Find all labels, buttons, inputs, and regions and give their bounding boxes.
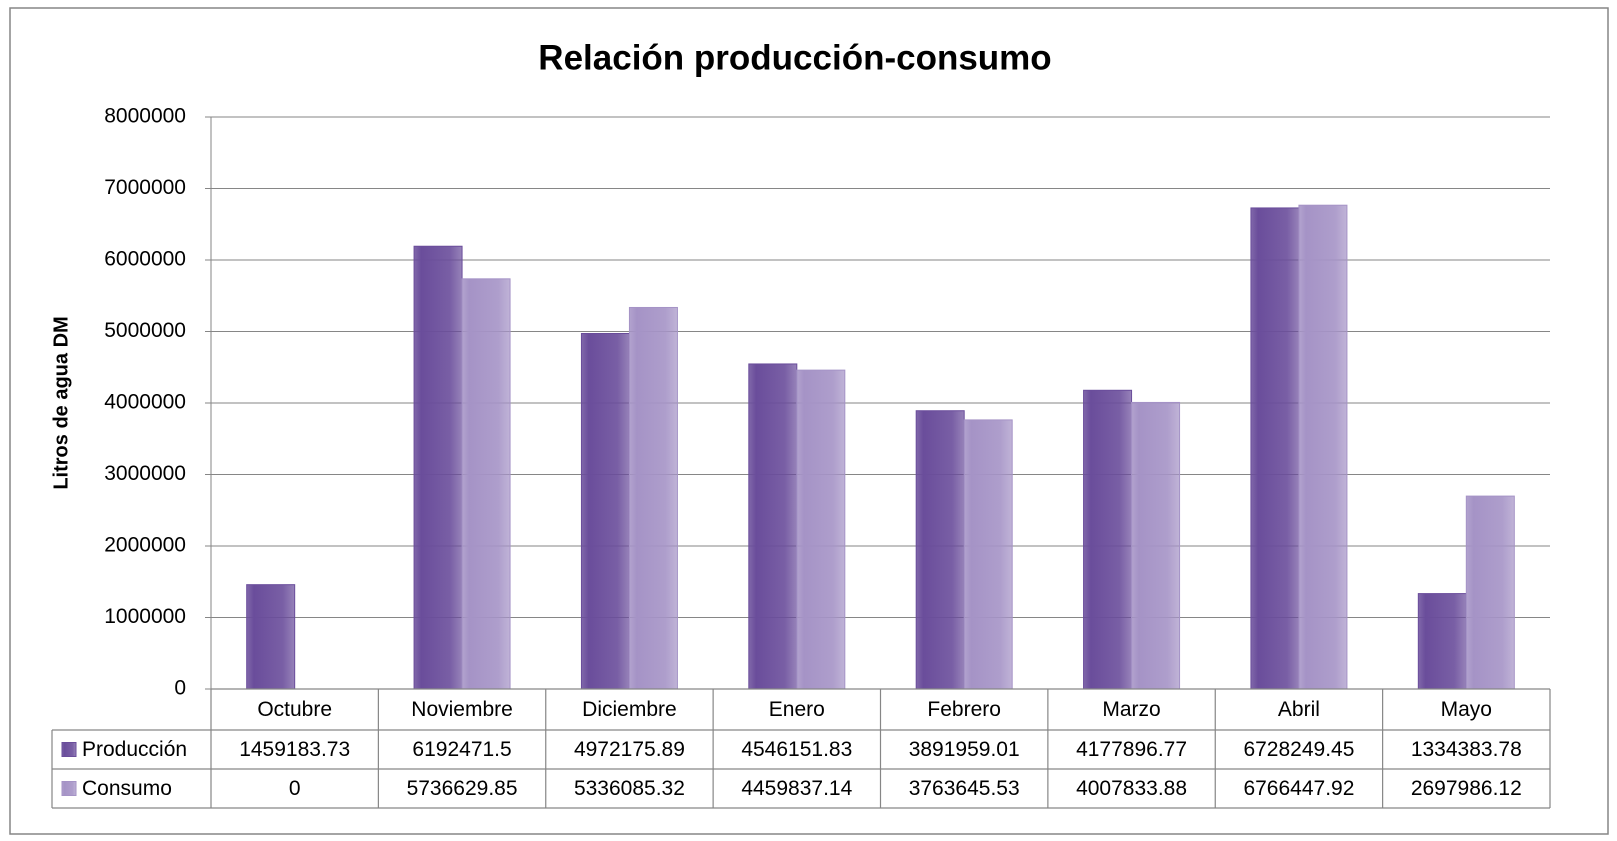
x-tick-label: Noviembre bbox=[411, 698, 513, 721]
chart-title: Relación producción-consumo bbox=[538, 38, 1051, 77]
table-value: 3763645.53 bbox=[909, 777, 1020, 800]
bar bbox=[963, 419, 1013, 690]
x-tick-label: Mayo bbox=[1441, 698, 1492, 721]
x-tick-label: Octubre bbox=[257, 698, 332, 721]
legend-swatch bbox=[61, 781, 77, 796]
table-value: 0 bbox=[289, 777, 301, 800]
legend-label: Producción bbox=[82, 738, 187, 761]
table-value: 1459183.73 bbox=[239, 738, 350, 761]
table-value: 3891959.01 bbox=[909, 738, 1020, 761]
x-tick-label: Febrero bbox=[927, 698, 1001, 721]
table-value: 5736629.85 bbox=[407, 777, 518, 800]
table-value: 6192471.5 bbox=[412, 738, 511, 761]
table-value: 6766447.92 bbox=[1243, 777, 1354, 800]
x-tick-label: Abril bbox=[1278, 698, 1320, 721]
table-value: 4177896.77 bbox=[1076, 738, 1187, 761]
legend-swatch bbox=[61, 742, 77, 757]
bar bbox=[1131, 401, 1181, 690]
bar bbox=[1298, 204, 1348, 690]
x-tick-label: Enero bbox=[769, 698, 825, 721]
table-value: 1334383.78 bbox=[1411, 738, 1522, 761]
bar bbox=[915, 410, 965, 690]
bar bbox=[461, 278, 511, 690]
legend-label: Consumo bbox=[82, 777, 172, 800]
bar bbox=[628, 306, 678, 690]
table-value: 4972175.89 bbox=[574, 738, 685, 761]
y-tick-label: 7000000 bbox=[104, 176, 186, 199]
x-tick-label: Marzo bbox=[1102, 698, 1160, 721]
table-value: 4459837.14 bbox=[741, 777, 852, 800]
y-tick-label: 3000000 bbox=[104, 462, 186, 485]
x-tick-label: Diciembre bbox=[582, 698, 677, 721]
bar bbox=[1417, 593, 1467, 690]
table-value: 5336085.32 bbox=[574, 777, 685, 800]
bar bbox=[1465, 495, 1515, 690]
bar bbox=[246, 584, 296, 690]
bar bbox=[413, 245, 463, 690]
table-value: 2697986.12 bbox=[1411, 777, 1522, 800]
y-tick-label: 1000000 bbox=[104, 605, 186, 628]
y-tick-label: 4000000 bbox=[104, 391, 186, 414]
y-tick-label: 6000000 bbox=[104, 248, 186, 271]
table-value: 4546151.83 bbox=[741, 738, 852, 761]
y-tick-label: 2000000 bbox=[104, 534, 186, 557]
table-value: 6728249.45 bbox=[1243, 738, 1354, 761]
bar bbox=[1250, 207, 1300, 690]
y-tick-label: 5000000 bbox=[104, 319, 186, 342]
y-tick-label: 8000000 bbox=[104, 105, 186, 128]
bar bbox=[796, 369, 846, 690]
y-tick-label: 0 bbox=[174, 677, 186, 700]
y-axis-label: Litros de agua DM bbox=[50, 316, 72, 489]
table-value: 4007833.88 bbox=[1076, 777, 1187, 800]
bar bbox=[580, 332, 630, 690]
bar bbox=[748, 363, 798, 690]
bar bbox=[1083, 389, 1133, 690]
